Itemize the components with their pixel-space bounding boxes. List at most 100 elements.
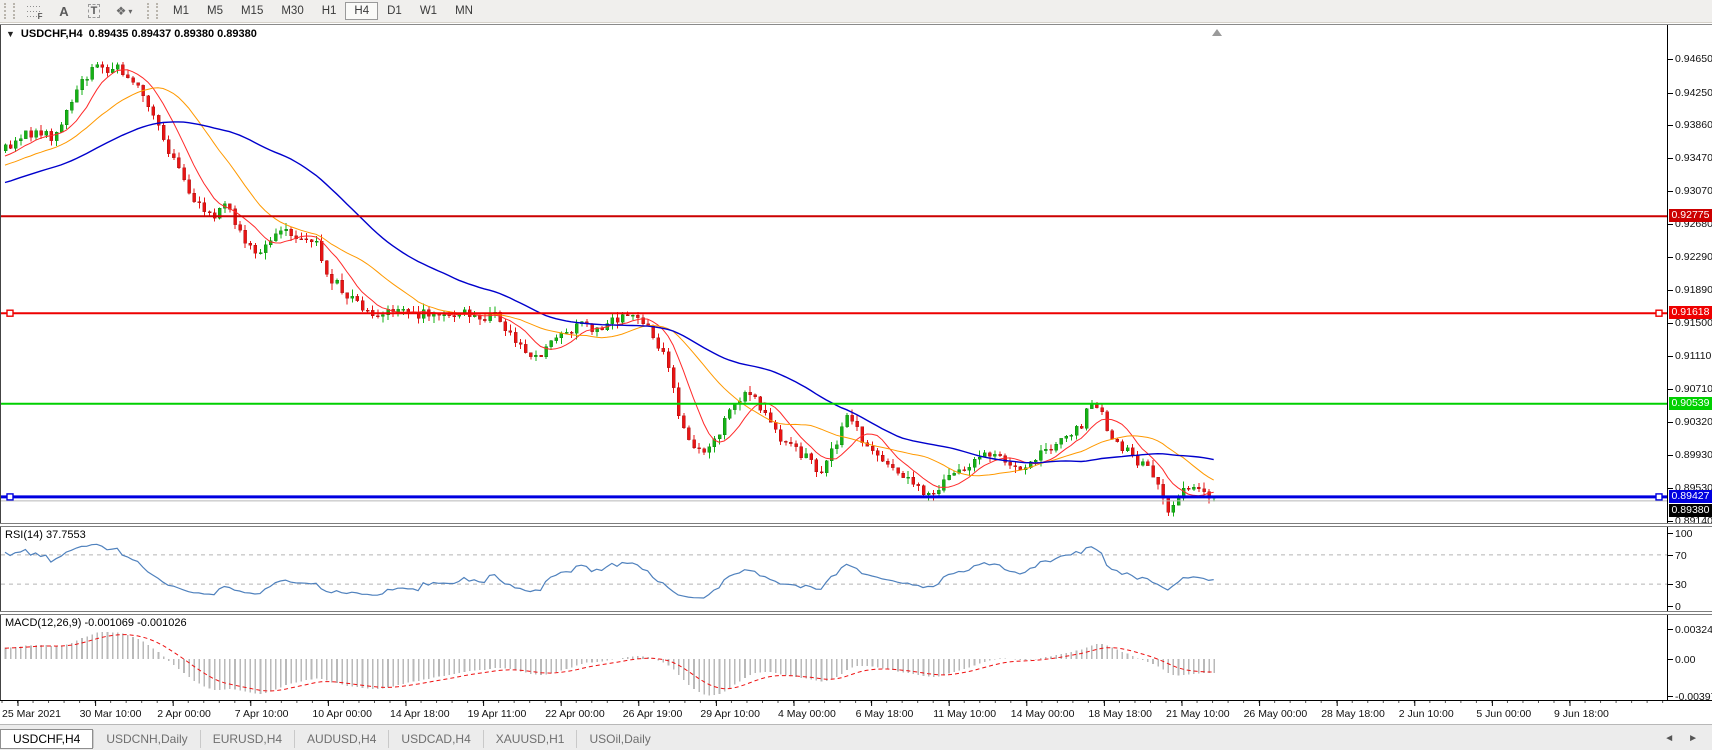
chart-tab-usoil-daily[interactable]: USOil,Daily (576, 729, 662, 748)
chart-title: ▼ USDCHF,H4 0.89435 0.89437 0.89380 0.89… (6, 28, 257, 40)
price-tick-label: 0.90320 (1675, 416, 1712, 428)
line-handle[interactable] (6, 309, 14, 317)
chart-ohlc-values: 0.89435 0.89437 0.89380 0.89380 (88, 28, 257, 40)
level-price-badge: 0.89427 (1669, 490, 1712, 503)
price-tick (1668, 125, 1673, 126)
macd-canvas (4, 632, 1215, 696)
time-axis-label: 14 May 00:00 (1010, 708, 1075, 720)
price-tick (1668, 422, 1673, 423)
panel-separator-macd[interactable] (0, 611, 1712, 615)
price-tick-label: 0.91110 (1675, 350, 1712, 362)
moving-average-8 (4, 69, 1214, 497)
time-axis-label: 18 May 18:00 (1088, 708, 1153, 720)
chart-dropdown-icon[interactable]: ▼ (6, 29, 15, 39)
chart-window: ▼ USDCHF,H4 0.89435 0.89437 0.89380 0.89… (0, 24, 1712, 725)
rsi-axis[interactable]: 100 70 30 0 (1667, 527, 1712, 613)
price-tick (1668, 521, 1673, 522)
timeframe-button-m30[interactable]: M30 (281, 5, 304, 17)
rsi-canvas (1, 543, 1667, 599)
candles (3, 61, 1216, 517)
tab-scroll-arrows: ◄ ► (1664, 733, 1698, 744)
price-tick-label: 0.91890 (1675, 284, 1712, 296)
timeframe-button-h1[interactable]: H1 (321, 5, 337, 17)
chart-tab-bar: USDCHF,H4 USDCNH,Daily EURUSD,H4 AUDUSD,H4 U… (0, 724, 1712, 750)
macd-signal-value: -0.001026 (137, 617, 187, 629)
text-box-tool-button[interactable]: T (80, 1, 108, 21)
chart-tab-usdcnh-daily[interactable]: USDCNH,Daily (93, 729, 199, 748)
timeframe-button-w1[interactable]: W1 (419, 5, 438, 17)
time-axis-ticks (0, 700, 1712, 706)
macd-label: MACD(12,26,9) -0.001069 -0.001026 (5, 617, 187, 629)
timeframe-button-m5[interactable]: M5 (206, 5, 223, 17)
arrows-tool-button[interactable]: ❖ ▾ (110, 1, 138, 21)
macd-histogram (4, 632, 1215, 696)
chevron-down-icon[interactable]: ▾ (128, 6, 133, 16)
chart-tab-eurusd-h4[interactable]: EURUSD,H4 (199, 729, 294, 748)
text-box-icon: T (87, 4, 101, 18)
time-axis-label: 2 Jun 10:00 (1398, 708, 1454, 720)
price-tick (1668, 488, 1673, 489)
text-label-tool-button[interactable]: A (50, 1, 78, 21)
price-tick (1668, 257, 1673, 258)
toolbar-grip[interactable] (4, 3, 15, 19)
price-tick-label: 0.92290 (1675, 251, 1712, 263)
price-tick-label: 0.94250 (1675, 87, 1712, 99)
price-tick (1668, 455, 1673, 456)
price-tick (1668, 389, 1673, 390)
toolbar-grip-2[interactable] (147, 3, 158, 19)
main-chart-panel[interactable]: ▼ USDCHF,H4 0.89435 0.89437 0.89380 0.89… (0, 25, 1712, 527)
price-tick-label: 0.93470 (1675, 152, 1712, 164)
macd-panel[interactable]: MACD(12,26,9) -0.001069 -0.001026 0.0032… (0, 615, 1712, 703)
toolbar: F A T ❖ ▾ M1 M5 M15 M30 H1 H4 D1 W1 MN (0, 0, 1712, 23)
price-axis[interactable]: 0.94650 0.94250 0.93860 0.93470 0.93070 0.926… (1667, 25, 1712, 527)
macd-signal-line (4, 634, 1214, 692)
timeframe-button-h4[interactable]: H4 (345, 2, 379, 20)
tab-scroll-left-icon[interactable]: ◄ (1664, 732, 1675, 744)
price-tick (1668, 290, 1673, 291)
price-tick (1668, 191, 1673, 192)
timeframe-button-mn[interactable]: MN (455, 5, 473, 17)
line-handle[interactable] (6, 493, 14, 501)
timeframe-button-d1[interactable]: D1 (387, 5, 402, 17)
price-tick (1668, 356, 1673, 357)
macd-tick-label: 0.003241 (1675, 624, 1712, 636)
moving-average-45 (4, 121, 1214, 464)
chart-tab-xauusd-h1[interactable]: XAUUSD,H1 (482, 729, 577, 748)
chart-tab-usdchf-h4[interactable]: USDCHF,H4 (0, 728, 94, 749)
moving-average-20 (4, 87, 1214, 481)
chart-tab-usdcad-h4[interactable]: USDCAD,H4 (388, 729, 482, 748)
line-handle[interactable] (1655, 493, 1663, 501)
price-tick (1668, 93, 1673, 94)
time-axis-label: 2 Apr 00:00 (157, 708, 211, 720)
time-axis-label: 5 Jun 00:00 (1476, 708, 1532, 720)
line-handle[interactable] (1655, 309, 1663, 317)
price-tick-label: 0.93860 (1675, 119, 1712, 131)
fibonacci-tool-button[interactable]: F (20, 1, 48, 21)
time-axis-label: 11 May 10:00 (933, 708, 997, 720)
price-tick (1668, 158, 1673, 159)
price-chart-canvas[interactable] (1, 25, 1667, 523)
tab-scroll-right-icon[interactable]: ► (1688, 732, 1698, 744)
price-tick-label: 0.91500 (1675, 317, 1712, 329)
time-axis-label: 21 May 10:00 (1166, 708, 1230, 720)
time-axis[interactable]: 25 Mar 2021 30 Mar 10:00 2 Apr 00:00 7 Apr … (0, 700, 1712, 725)
rsi-panel[interactable]: RSI(14) 37.7553 100 70 30 0 (0, 527, 1712, 613)
price-tick (1668, 323, 1673, 324)
macd-axis[interactable]: 0.0032410.00-0.003976 (1667, 615, 1712, 703)
timeframe-buttons: M1 M5 M15 M30 H1 H4 D1 W1 MN (164, 2, 482, 20)
time-axis-label: 30 Mar 10:00 (79, 708, 142, 720)
timeframe-button-m15[interactable]: M15 (240, 5, 264, 17)
level-price-badge: 0.92775 (1669, 209, 1712, 222)
time-axis-label: 19 Apr 11:00 (467, 708, 527, 720)
time-axis-label: 28 May 18:00 (1321, 708, 1385, 720)
price-tick-label: 0.94650 (1675, 53, 1712, 65)
rsi-label: RSI(14) 37.7553 (5, 529, 86, 541)
rsi-line (4, 543, 1214, 599)
chart-tab-audusd-h4[interactable]: AUDUSD,H4 (294, 729, 388, 748)
macd-main-value: -0.001069 (84, 617, 135, 629)
chart-shift-marker[interactable] (1212, 29, 1222, 36)
timeframe-button-m1[interactable]: M1 (173, 5, 189, 17)
panel-separator-rsi[interactable] (0, 523, 1712, 527)
arrows-icon: ❖ (115, 4, 127, 18)
